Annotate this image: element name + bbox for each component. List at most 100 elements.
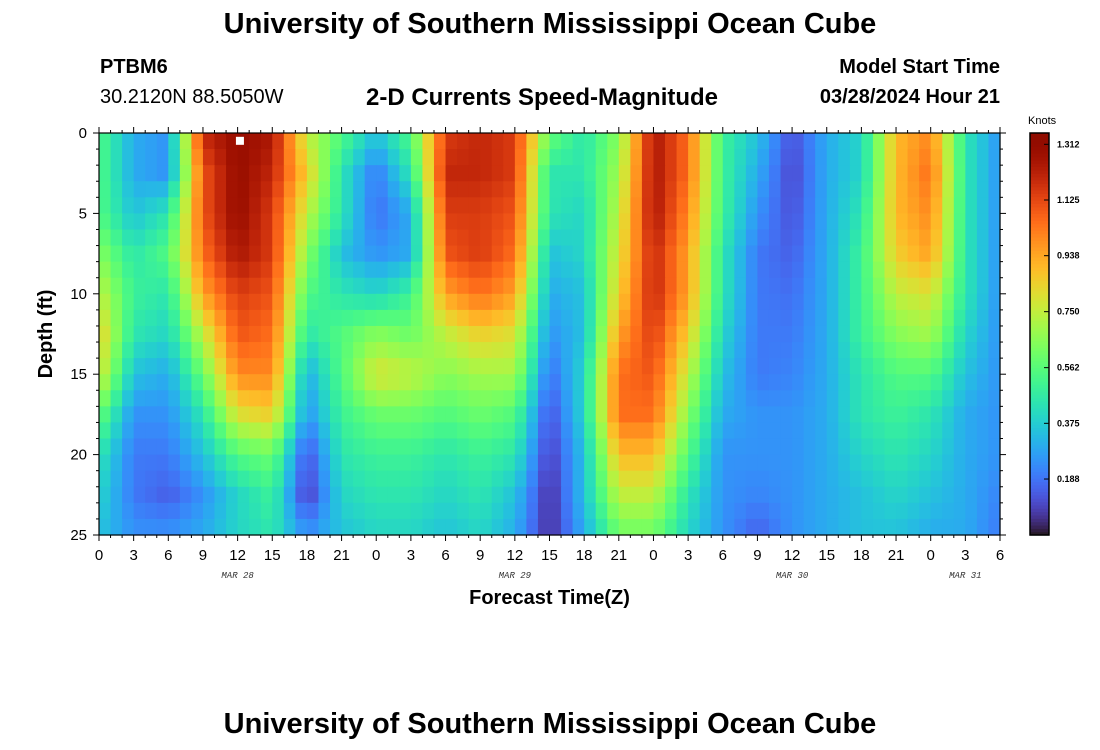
x-tick-label: 6 [996,547,1004,564]
heatmap-cell [422,342,435,359]
heatmap-cell [156,229,169,247]
heatmap-cell [561,518,574,536]
colorbar-segment [1030,441,1049,446]
heatmap-cell [676,133,689,150]
heatmap-cell [179,245,193,263]
heatmap-cell [260,518,273,536]
heatmap-cell [641,518,655,536]
heatmap-cell [722,518,735,536]
heatmap-cell [826,358,839,375]
heatmap-cell [607,197,620,214]
heatmap-cell [907,133,920,150]
heatmap-cell [653,406,666,424]
heatmap-cell [803,486,816,504]
heatmap-cell [919,470,932,488]
heatmap-cell [849,486,862,504]
colorbar-segment [1030,303,1049,308]
heatmap-cell [306,325,320,343]
colorbar-segment [1030,149,1049,154]
heatmap-cell [976,486,990,504]
heatmap-cell [364,486,377,504]
heatmap-cell [665,309,678,327]
heatmap-cell [503,422,516,440]
heatmap-cell [318,149,331,166]
heatmap-cell [699,325,712,343]
heatmap-cell [260,325,273,343]
heatmap-cell [953,390,966,407]
heatmap-cell [872,438,886,456]
heatmap-cell [260,358,273,375]
heatmap-cell [884,486,897,504]
heatmap-cell [99,406,112,424]
heatmap-cell [630,293,643,311]
heatmap-cell [295,422,308,440]
heatmap-cell [792,309,805,327]
heatmap-cell [930,325,943,343]
heatmap-cell [780,309,793,327]
heatmap-cell [942,277,955,295]
heatmap-cell [549,358,562,375]
heatmap-cell [330,406,343,424]
heatmap-cell [122,133,135,150]
heatmap-cell [503,197,516,214]
heatmap-cell [872,261,886,279]
heatmap-cell [156,502,169,520]
heatmap-cell [676,486,689,504]
heatmap-cell [872,149,886,166]
heatmap-cell [260,486,273,504]
heatmap-cell [595,470,608,488]
heatmap-cell [179,181,193,198]
heatmap-cell [99,358,112,375]
heatmap-cell [422,165,435,182]
heatmap-cell [433,149,447,166]
heatmap-cell [145,197,158,214]
colorbar [1030,133,1049,536]
heatmap-cell [526,293,539,311]
heatmap-cell [976,358,990,375]
heatmap-cell [122,486,135,504]
heatmap-cell [480,149,493,166]
heatmap-cell [930,133,943,150]
colorbar-segment [1030,196,1049,201]
heatmap-cell [410,309,424,327]
heatmap-cell [757,486,770,504]
heatmap-cell [722,454,735,472]
heatmap-cell [561,438,574,456]
heatmap-cell [861,502,874,520]
heatmap-cell [919,502,932,520]
heatmap-cell [318,245,331,263]
heatmap-cell [168,165,181,182]
heatmap-cell [376,149,389,166]
heatmap-cell [491,229,504,247]
heatmap-cell [376,342,389,359]
heatmap-cell [641,406,655,424]
heatmap-cell [237,374,250,391]
heatmap-cell [491,293,504,311]
heatmap-cell [826,197,839,214]
heatmap-cell [214,486,227,504]
heatmap-cell [838,197,851,214]
heatmap-cell [214,245,227,263]
heatmap-cell [792,213,805,231]
heatmap-cell [965,229,978,247]
heatmap-cell [260,197,273,214]
colorbar-segment [1030,179,1049,184]
heatmap-cell [676,390,689,407]
heatmap-cell [780,374,793,391]
heatmap-cell [572,374,585,391]
colorbar-segment [1030,350,1049,355]
heatmap-cell [145,325,158,343]
heatmap-cell [861,518,874,536]
heatmap-cell [653,470,666,488]
heatmap-cell [283,261,296,279]
heatmap-cell [133,213,146,231]
heatmap-cell [838,181,851,198]
colorbar-segment [1030,220,1049,225]
x-tick-label: 15 [264,547,281,564]
heatmap-cell [480,165,493,182]
heatmap-cell [226,149,239,166]
heatmap-cell [826,293,839,311]
heatmap-cell [896,277,909,295]
heatmap-cell [179,261,193,279]
heatmap-cell [110,470,123,488]
